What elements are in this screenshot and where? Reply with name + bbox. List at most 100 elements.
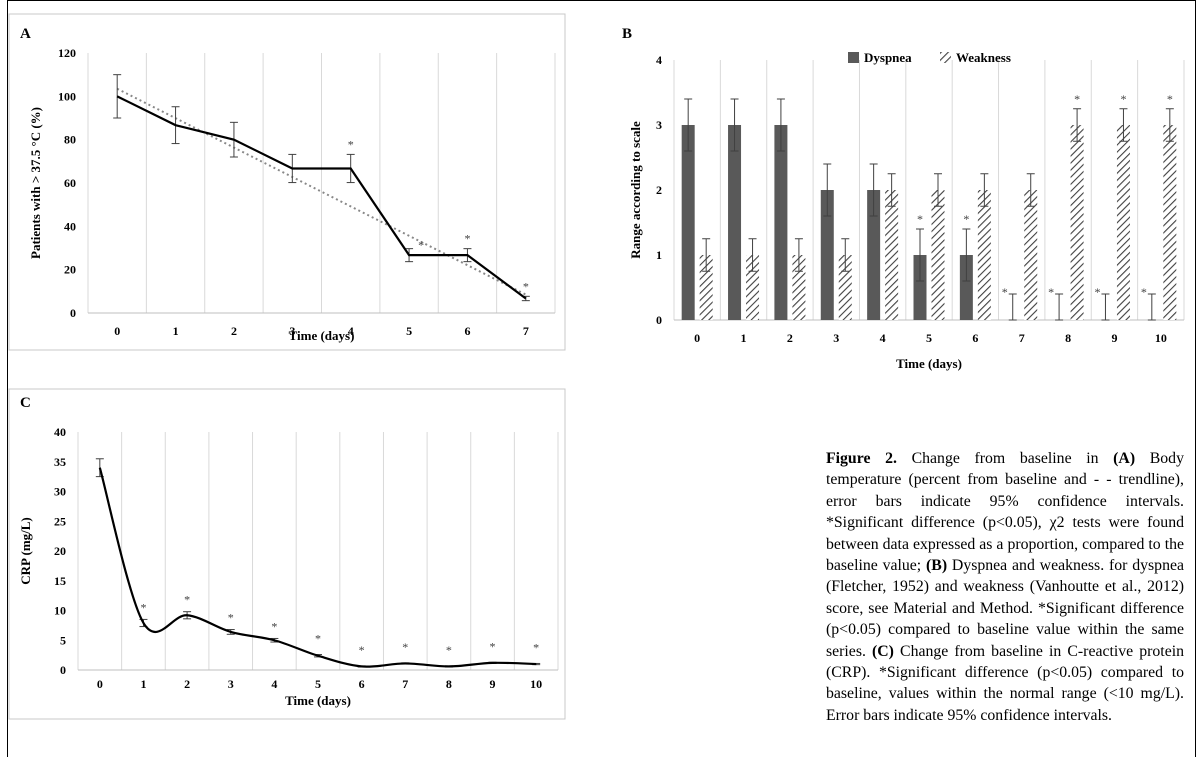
x-tick-label: 4 [348,324,354,338]
x-tick-label: 8 [1065,331,1071,345]
x-tick-label: 0 [97,677,103,691]
x-tick-label: 6 [359,677,365,691]
chart-border [8,13,566,351]
weakness-bar [1116,125,1130,320]
y-tick-label: 40 [54,425,66,439]
y-tick-label: 0 [70,306,76,320]
x-tick-label: 3 [289,324,295,338]
frame-left-border [7,0,8,757]
x-tick-label: 4 [880,331,886,345]
significance-marker: * [1048,285,1054,299]
significance-marker: * [1002,285,1008,299]
x-tick-label: 5 [926,331,932,345]
x-tick-label: 10 [1155,331,1167,345]
dyspnea-bar [959,255,973,320]
y-tick-label: 0 [60,663,66,677]
figure-caption: Figure 2. Change from baseline in (A) Bo… [826,448,1184,726]
y-tick-label: 5 [60,633,66,647]
significance-marker: * [348,137,354,151]
weakness-bar [885,190,899,320]
x-tick-label: 10 [530,677,542,691]
y-tick-label: 25 [54,514,66,528]
legend-label-weakness: Weakness [956,50,1011,65]
legend-label-dyspnea: Dyspnea [864,50,912,65]
y-axis-title: CRP (mg/L) [18,517,33,585]
x-tick-label: 0 [114,324,120,338]
trendline [116,87,527,296]
x-axis-title: Time (days) [289,328,355,343]
x-tick-label: 0 [694,331,700,345]
legend-swatch-weakness [940,52,951,63]
x-axis-title: Time (days) [285,693,351,708]
dyspnea-bar [774,125,788,320]
significance-marker: * [533,640,539,654]
x-tick-label: 5 [315,677,321,691]
x-tick-label: 3 [833,331,839,345]
dyspnea-bar [820,190,834,320]
significance-marker: * [1167,92,1173,106]
x-tick-label: 4 [271,677,277,691]
x-tick-label: 1 [173,324,179,338]
caption-b-tag: (B) [926,557,948,575]
y-tick-label: 15 [54,574,66,588]
temperature-line [116,95,527,300]
caption-text-3: Dyspnea and weakness. for dyspnea (Fletc… [826,557,1184,660]
x-tick-label: 1 [140,677,146,691]
significance-marker: * [418,238,424,252]
weakness-bar [931,190,945,320]
significance-marker: * [917,212,923,226]
y-tick-label: 30 [54,485,66,499]
weakness-bar [1070,125,1084,320]
x-tick-label: 7 [1019,331,1025,345]
y-tick-label: 1 [656,248,662,262]
y-tick-label: 20 [64,263,76,277]
y-axis-title: Patients with > 37.5 °C (%) [28,107,43,259]
y-tick-label: 0 [656,313,662,327]
significance-marker: * [963,212,969,226]
y-tick-label: 120 [58,46,76,60]
y-tick-label: 60 [64,176,76,190]
x-tick-label: 9 [490,677,496,691]
y-tick-label: 100 [58,89,76,103]
weakness-bar [1163,125,1177,320]
significance-marker: * [184,593,190,607]
significance-marker: * [490,639,496,653]
x-tick-label: 3 [228,677,234,691]
x-tick-label: 2 [184,677,190,691]
panel-label: A [20,26,31,42]
significance-marker: * [359,643,365,657]
x-tick-label: 7 [523,324,529,338]
significance-marker: * [402,640,408,654]
caption-c-tag: (C) [872,642,894,660]
y-tick-label: 20 [54,544,66,558]
significance-marker: * [271,619,277,633]
frame-top-border [7,0,1196,1]
x-tick-label: 8 [446,677,452,691]
x-tick-label: 7 [402,677,408,691]
weakness-bar [1024,190,1038,320]
y-tick-label: 2 [656,183,662,197]
caption-a-tag: (A) [1113,450,1136,467]
dyspnea-bar [681,125,695,320]
significance-marker: * [1141,285,1147,299]
x-tick-label: 2 [787,331,793,345]
y-tick-label: 4 [656,53,662,67]
legend-swatch-dyspnea [848,52,859,63]
panel-label: C [20,395,31,411]
significance-marker: * [446,643,452,657]
dyspnea-bar [867,190,881,320]
frame-right-border [1195,0,1196,757]
caption-text-1: Change from baseline in [896,450,1114,467]
y-tick-label: 40 [64,219,76,233]
y-axis-title: Range according to scale [628,121,643,259]
caption-text-4: Change from baseline in C-reactive prote… [826,642,1184,724]
panel-b-chart: 0 1 2 3 4 B Time (days) Range according to scal… [622,26,1185,371]
x-tick-label: 1 [741,331,747,345]
significance-marker: * [140,600,146,614]
panel-label: B [622,26,632,42]
significance-marker: * [1120,92,1126,106]
caption-text-2: Body temperature (percent from baseline … [826,450,1184,575]
chart-border [8,388,566,720]
